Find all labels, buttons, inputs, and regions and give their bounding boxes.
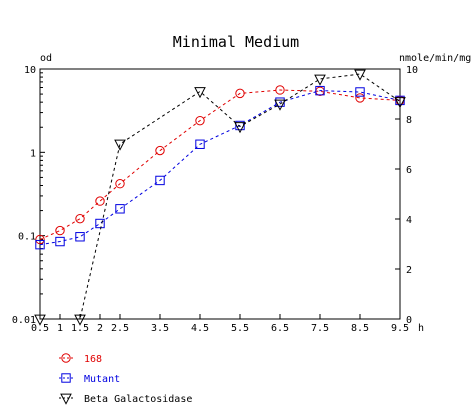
data-point bbox=[55, 236, 65, 247]
data-point bbox=[75, 213, 85, 224]
y-right-tick-label: 10 bbox=[406, 65, 418, 76]
data-point bbox=[315, 85, 325, 96]
legend-item: 168 bbox=[59, 353, 102, 365]
x-tick-label: 9.5 bbox=[391, 323, 409, 334]
data-point bbox=[115, 179, 125, 189]
x-tick-label: 7.5 bbox=[311, 323, 329, 334]
data-point bbox=[34, 314, 46, 326]
data-point bbox=[394, 97, 406, 109]
series-line bbox=[39, 89, 401, 240]
y-right-ticks: 0 2 4 6 8 10 bbox=[395, 65, 418, 326]
chart-title: Minimal Medium bbox=[173, 33, 299, 51]
data-point bbox=[234, 122, 246, 134]
legend-item: Beta Galactosidase bbox=[59, 393, 192, 405]
series-2 bbox=[34, 69, 406, 326]
y-left-tick-label: 10 bbox=[24, 65, 36, 76]
x-tick-label: 1.5 bbox=[71, 323, 89, 334]
series-line bbox=[39, 90, 401, 246]
x-tick-label: 4.5 bbox=[191, 323, 209, 334]
data-point bbox=[274, 99, 286, 111]
data-point bbox=[35, 234, 45, 245]
data-point bbox=[194, 87, 206, 99]
y-left-tick-label: 1 bbox=[30, 148, 36, 159]
y-right-tick-label: 0 bbox=[406, 315, 412, 326]
y-right-axis-label: nmole/min/mg bbox=[399, 53, 471, 64]
x-tick-label: 2 bbox=[97, 323, 103, 334]
legend-item: Mutant bbox=[59, 373, 120, 385]
legend-marker bbox=[60, 393, 72, 405]
data-point bbox=[155, 175, 165, 186]
data-point bbox=[114, 139, 126, 151]
data-point bbox=[235, 120, 245, 131]
x-tick-label: 1 bbox=[57, 323, 63, 334]
data-point bbox=[275, 85, 285, 95]
y-right-tick-label: 6 bbox=[406, 165, 412, 176]
x-tick-label: 3.5 bbox=[151, 323, 169, 334]
data-point bbox=[35, 239, 45, 250]
data-point bbox=[155, 145, 165, 156]
data-point bbox=[314, 74, 326, 86]
data-point bbox=[395, 95, 405, 106]
x-ticks: 0.5 1 1.5 2 2.5 3.5 4.5 5.5 6.5 7.5 8.5 9.5 bbox=[31, 314, 409, 334]
series-layer bbox=[34, 69, 406, 326]
y-left-tick-label: 0.1 bbox=[18, 232, 36, 243]
data-point bbox=[95, 196, 105, 206]
legend-label: Beta Galactosidase bbox=[84, 394, 192, 405]
x-axis-unit-label: h bbox=[418, 323, 424, 334]
data-point bbox=[235, 88, 245, 99]
plot-frame bbox=[39, 68, 401, 320]
legend-marker bbox=[61, 353, 71, 363]
x-tick-label: 0.5 bbox=[31, 323, 49, 334]
data-point bbox=[355, 93, 365, 103]
data-point bbox=[354, 69, 366, 81]
y-right-tick-label: 8 bbox=[406, 115, 412, 126]
data-point bbox=[195, 115, 205, 126]
data-point bbox=[195, 139, 205, 149]
data-point bbox=[115, 204, 125, 214]
y-right-tick-label: 2 bbox=[406, 265, 412, 276]
data-point bbox=[55, 225, 65, 236]
series-line bbox=[40, 73, 401, 320]
data-point bbox=[355, 87, 365, 97]
legend-label: 168 bbox=[84, 354, 102, 365]
data-point bbox=[95, 218, 105, 229]
legend-marker bbox=[61, 373, 71, 383]
x-tick-label: 6.5 bbox=[271, 323, 289, 334]
x-tick-label: 8.5 bbox=[351, 323, 369, 334]
legend: 168 Mutant Beta Galactosidase bbox=[59, 353, 192, 405]
y-left-axis-label: od bbox=[40, 53, 52, 64]
x-tick-label: 2.5 bbox=[111, 323, 129, 334]
data-point bbox=[74, 314, 86, 326]
x-tick-label: 5.5 bbox=[231, 323, 249, 334]
data-point bbox=[75, 232, 85, 242]
y-right-tick-label: 4 bbox=[406, 215, 412, 226]
y-left-tick-label: 0.01 bbox=[12, 315, 36, 326]
legend-label: Mutant bbox=[84, 374, 120, 385]
series-1 bbox=[35, 85, 405, 250]
